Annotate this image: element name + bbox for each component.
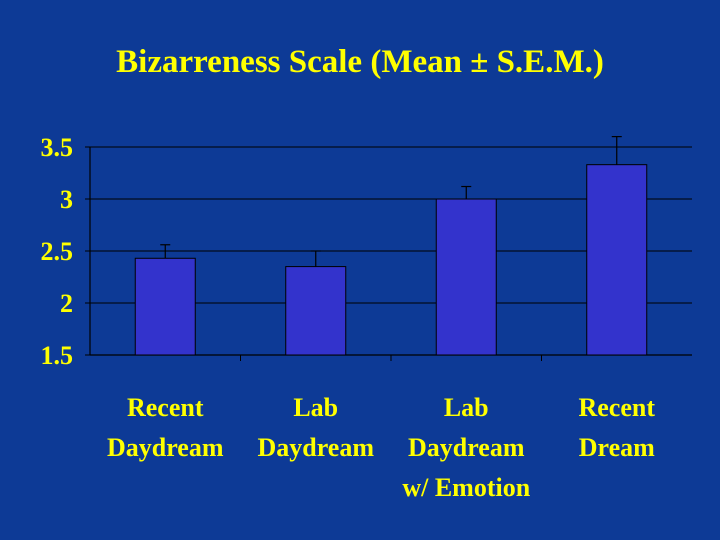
category-label: Dream bbox=[579, 433, 655, 462]
y-tick-label: 1.5 bbox=[41, 341, 74, 370]
category-label: Lab bbox=[293, 393, 338, 422]
y-tick-label: 3 bbox=[60, 185, 73, 214]
category-label: Recent bbox=[578, 393, 655, 422]
bar bbox=[285, 266, 347, 356]
bar bbox=[586, 164, 648, 356]
category-label: Daydream bbox=[408, 433, 525, 462]
category-label: Daydream bbox=[107, 433, 224, 462]
category-label: Lab bbox=[444, 393, 489, 422]
bar bbox=[134, 257, 196, 356]
bar bbox=[435, 198, 497, 356]
y-tick-label: 2 bbox=[60, 289, 73, 318]
category-label: Recent bbox=[127, 393, 204, 422]
y-tick-label: 3.5 bbox=[41, 133, 74, 162]
y-tick-label: 2.5 bbox=[41, 237, 74, 266]
category-label: w/ Emotion bbox=[402, 473, 530, 502]
category-label: Daydream bbox=[257, 433, 374, 462]
chart-title: Bizarreness Scale (Mean ± S.E.M.) bbox=[116, 44, 604, 80]
